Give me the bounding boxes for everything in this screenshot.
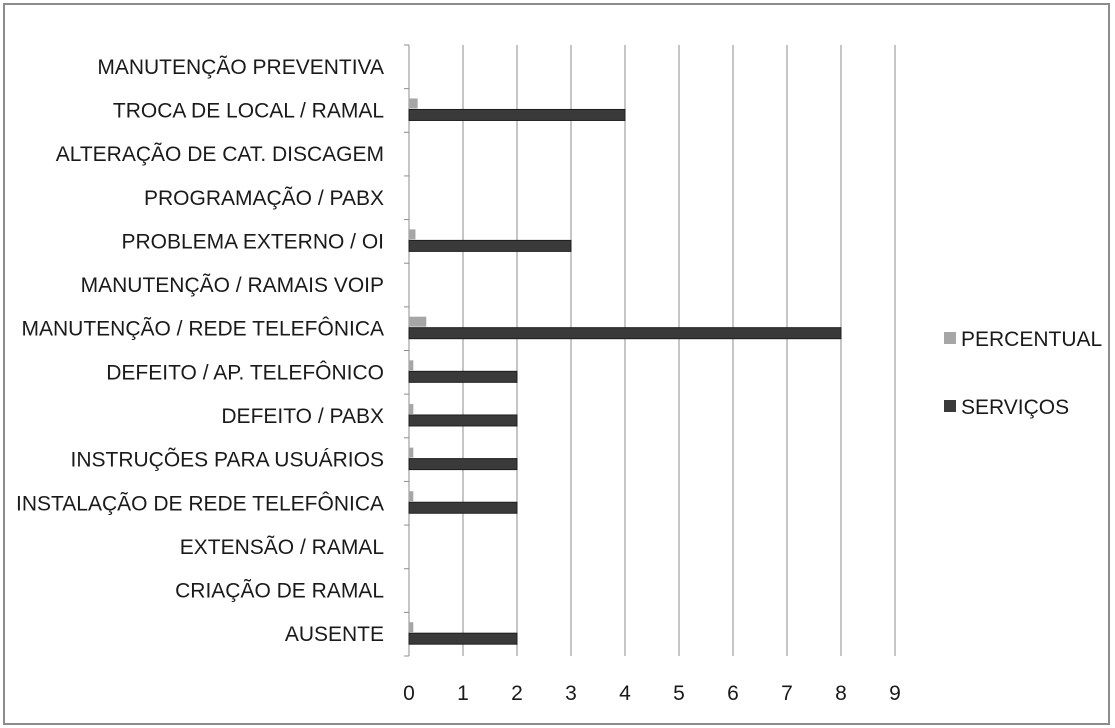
legend-label: PERCENTUAL	[961, 328, 1102, 351]
x-tick-label: 9	[889, 682, 901, 705]
category-label: DEFEITO / AP. TELEFÔNICO	[106, 361, 384, 384]
category-label: MANUTENÇÃO / REDE TELEFÔNICA	[22, 317, 385, 341]
servicos-bar	[408, 327, 842, 340]
category-label: MANUTENÇÃO / RAMAIS VOIP	[81, 273, 384, 297]
servicos-bar	[408, 501, 518, 514]
servicos-bar	[408, 458, 518, 471]
category-label: INSTALAÇÃO DE REDE TELEFÔNICA	[16, 491, 384, 515]
percentual-bar	[409, 98, 418, 109]
servicos-bar	[408, 108, 626, 121]
x-tick-label: 1	[457, 682, 469, 705]
x-tick-label: 4	[619, 682, 631, 705]
category-label: PROGRAMAÇÃO / PABX	[144, 186, 384, 210]
percentual-bar	[409, 360, 414, 371]
servicos-bar	[408, 632, 518, 645]
x-tick-label: 8	[835, 682, 847, 705]
legend-label: SERVIÇOS	[961, 396, 1069, 419]
category-label: AUSENTE	[285, 623, 384, 646]
chart-frame	[3, 3, 1110, 725]
percentual-bar	[409, 229, 416, 240]
legend-swatch	[944, 332, 956, 344]
category-label: MANUTENÇÃO PREVENTIVA	[97, 55, 384, 79]
percentual-bar	[409, 622, 414, 633]
category-label: EXTENSÃO / RAMAL	[180, 535, 384, 559]
servicos-bar	[408, 414, 518, 427]
percentual-bar	[409, 316, 427, 327]
legend-swatch	[944, 400, 956, 412]
percentual-bar	[409, 403, 414, 414]
category-label: PROBLEMA EXTERNO / OI	[121, 230, 384, 253]
category-label: ALTERAÇÃO DE CAT. DISCAGEM	[56, 142, 384, 166]
category-label: INSTRUÇÕES PARA USUÁRIOS	[70, 448, 384, 472]
x-tick-label: 3	[565, 682, 577, 705]
servicos-bar	[408, 370, 518, 383]
x-tick-label: 2	[511, 682, 523, 705]
category-label: CRIAÇÃO DE RAMAL	[175, 579, 384, 603]
x-tick-label: 0	[403, 682, 415, 705]
percentual-bar	[409, 447, 414, 458]
category-label: TROCA DE LOCAL / RAMAL	[113, 99, 384, 122]
x-tick-label: 7	[781, 682, 793, 705]
percentual-bar	[409, 491, 414, 502]
category-label: DEFEITO / PABX	[221, 405, 384, 428]
x-tick-label: 6	[727, 682, 739, 705]
x-tick-label: 5	[673, 682, 685, 705]
servicos-bar	[408, 239, 572, 252]
